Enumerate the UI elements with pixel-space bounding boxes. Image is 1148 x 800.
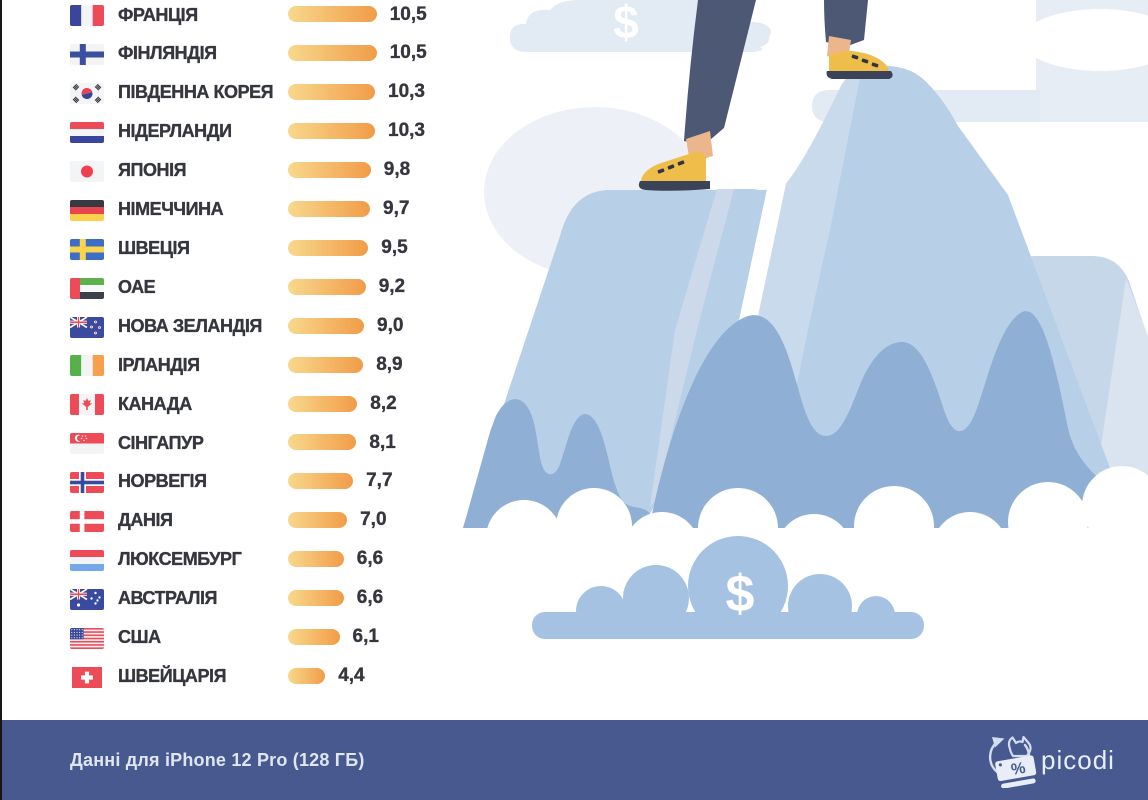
svg-text:picodi: picodi <box>1041 745 1115 775</box>
svg-text:$: $ <box>613 0 639 48</box>
svg-text:%: % <box>1010 760 1027 779</box>
svg-text:$: $ <box>726 565 755 623</box>
